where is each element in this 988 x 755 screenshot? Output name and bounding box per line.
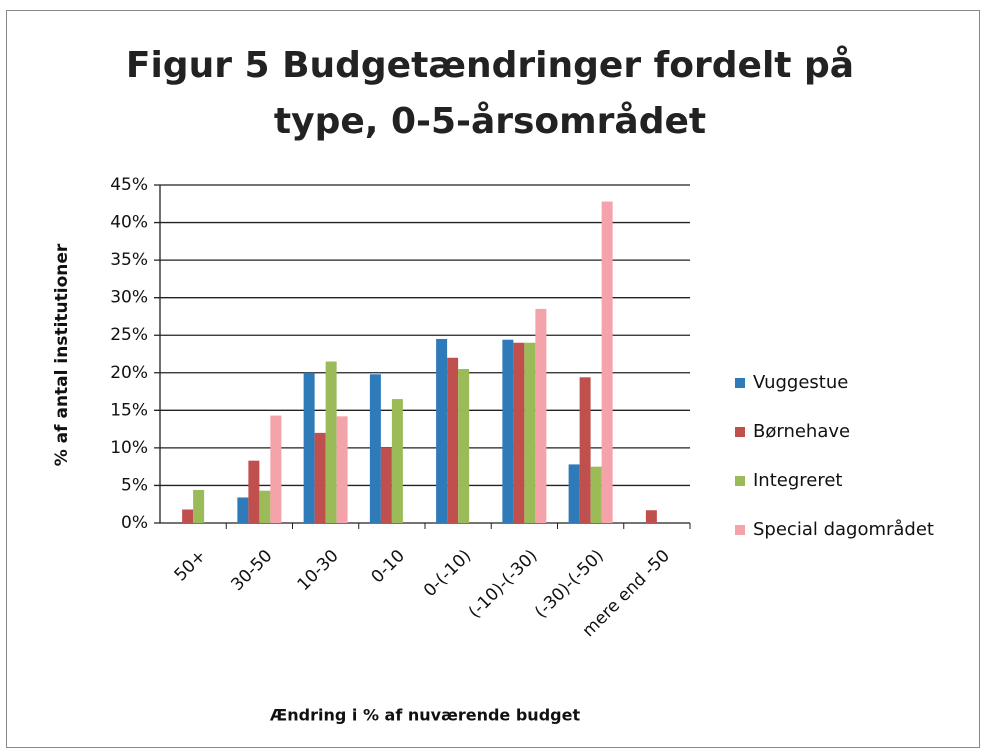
- bar: [369, 374, 381, 523]
- x-tick-label: 50+: [171, 546, 211, 586]
- bar: [391, 399, 403, 523]
- bar: [270, 415, 282, 523]
- x-axis-label: Ændring i % af nuværende budget: [270, 706, 581, 725]
- chart-title: Figur 5 Budgetændringer fordelt på type,…: [125, 45, 855, 142]
- bar: [259, 490, 271, 523]
- y-tick-label: 5%: [121, 475, 148, 495]
- bar: [535, 308, 547, 523]
- y-tick-label: 45%: [110, 175, 148, 195]
- bar: [447, 357, 459, 523]
- legend-label: Integreret: [753, 470, 843, 491]
- bar: [380, 447, 392, 523]
- bar: [579, 377, 591, 523]
- bar: [336, 416, 348, 523]
- y-tick-label: 35%: [110, 250, 148, 270]
- legend-swatch: [735, 427, 745, 437]
- legend-swatch: [735, 378, 745, 388]
- bar: [237, 497, 249, 523]
- legend-label: Børnehave: [753, 421, 850, 442]
- bar: [193, 489, 205, 523]
- legend-swatch: [735, 476, 745, 486]
- bar: [524, 342, 536, 523]
- bar: [182, 509, 194, 523]
- legend-swatch: [735, 525, 745, 535]
- legend-label: Special dagområdet: [753, 519, 934, 540]
- y-axis-label: % af antal institutioner: [52, 243, 72, 466]
- legend-label: Vuggestue: [753, 372, 848, 393]
- y-tick-label: 0%: [121, 513, 148, 533]
- x-tick-label: (-10)-(-30): [465, 546, 542, 623]
- chart-frame: [6, 10, 980, 748]
- bar: [590, 466, 602, 523]
- bar: [325, 361, 337, 523]
- x-tick-label: 0-(-10): [420, 546, 475, 601]
- bar: [314, 432, 326, 523]
- x-tick-label: 30-50: [227, 546, 276, 595]
- y-tick-label: 40%: [110, 213, 148, 233]
- bar: [601, 201, 613, 523]
- x-tick-label: 10-30: [294, 546, 343, 595]
- y-tick-label: 25%: [110, 325, 148, 345]
- bar: [513, 342, 525, 523]
- y-tick-label: 20%: [110, 363, 148, 383]
- x-tick-label: 0-10: [368, 546, 409, 587]
- bar: [303, 372, 315, 523]
- bar: [502, 339, 514, 523]
- bar: [436, 338, 448, 523]
- y-tick-label: 10%: [110, 438, 148, 458]
- bar: [458, 369, 470, 523]
- bar: [645, 510, 657, 523]
- bar: [568, 464, 580, 523]
- bar: [248, 460, 260, 523]
- y-tick-label: 30%: [110, 288, 148, 308]
- y-tick-label: 15%: [110, 400, 148, 420]
